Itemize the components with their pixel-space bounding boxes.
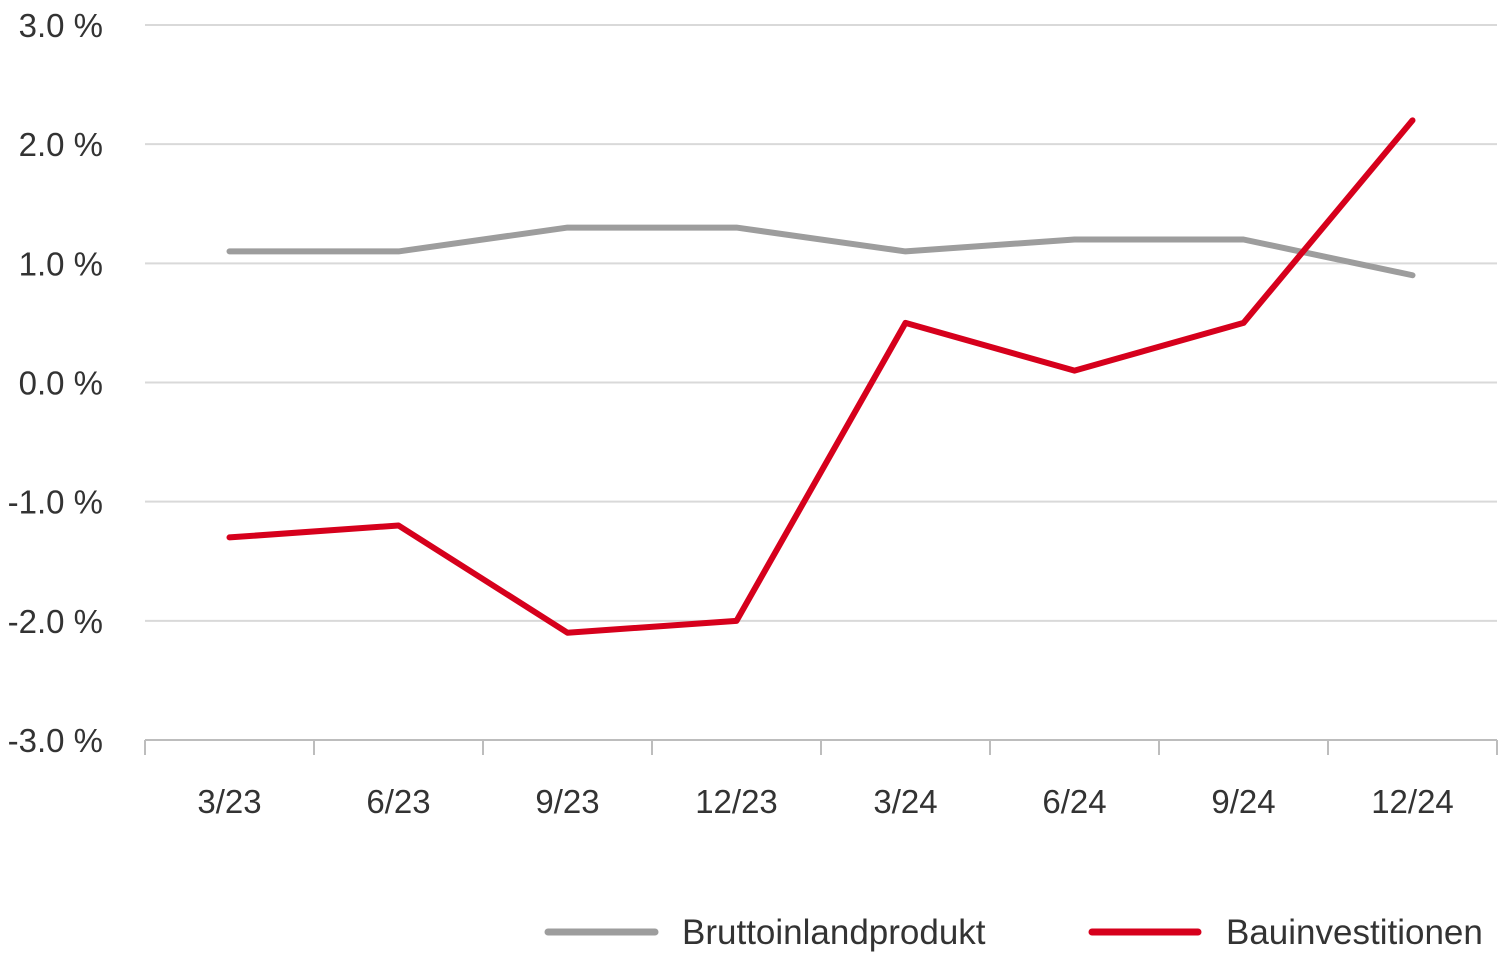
y-tick-label: 0.0 % — [19, 365, 103, 402]
legend-label: Bauinvestitionen — [1226, 913, 1483, 952]
y-tick-label: 2.0 % — [19, 126, 103, 163]
legend-label: Bruttoinlandprodukt — [682, 913, 986, 952]
series-lines — [226, 117, 1416, 636]
x-tick-label: 3/23 — [197, 783, 261, 820]
y-tick-label: -2.0 % — [8, 603, 103, 640]
x-axis: 3/23 6/23 9/23 12/23 3/24 6/24 9/24 12/24 — [144, 740, 1498, 820]
x-tick-label: 9/24 — [1211, 783, 1275, 820]
x-tick-label: 6/24 — [1042, 783, 1106, 820]
gridlines — [145, 24, 1497, 741]
series-line-bruttoinlandprodukt — [226, 224, 1416, 279]
y-tick-label: 1.0 % — [19, 245, 103, 282]
legend: Bruttoinlandprodukt Bauinvestitionen — [544, 913, 1483, 952]
y-tick-label: 3.0 % — [19, 7, 103, 44]
series-line-bauinvestitionen — [226, 117, 1416, 636]
x-tick-label: 9/23 — [535, 783, 599, 820]
y-axis: 3.0 % 2.0 % 1.0 % 0.0 % -1.0 % -2.0 % -3.0 % — [8, 7, 103, 759]
x-tick-label: 6/23 — [366, 783, 430, 820]
x-tick-label: 3/24 — [873, 783, 937, 820]
y-tick-label: -3.0 % — [8, 722, 103, 759]
x-tick-label: 12/24 — [1371, 783, 1454, 820]
y-tick-label: -1.0 % — [8, 484, 103, 521]
x-tick-label: 12/23 — [695, 783, 778, 820]
